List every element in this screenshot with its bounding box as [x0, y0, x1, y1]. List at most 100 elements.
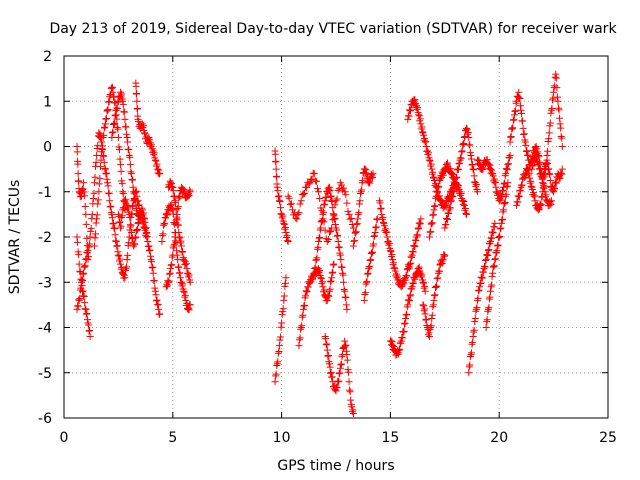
data-point — [297, 325, 305, 333]
data-point — [124, 138, 132, 146]
data-point — [123, 263, 131, 271]
data-point — [469, 338, 477, 346]
data-point — [333, 226, 341, 234]
data-point — [458, 148, 466, 156]
data-point — [471, 314, 479, 322]
data-point — [326, 363, 334, 371]
data-point — [98, 148, 106, 156]
data-point — [544, 138, 552, 146]
data-point — [166, 270, 174, 278]
data-point — [119, 190, 127, 198]
data-point — [314, 243, 322, 251]
data-point — [127, 168, 135, 176]
data-point — [468, 340, 476, 348]
data-point — [367, 170, 375, 178]
data-point — [178, 278, 186, 286]
data-point — [126, 153, 134, 161]
data-point — [121, 266, 129, 274]
data-point — [403, 272, 411, 280]
data-point — [334, 378, 342, 386]
data-point — [527, 177, 535, 185]
data-point — [444, 159, 452, 167]
data-point — [372, 224, 380, 232]
data-point — [411, 243, 419, 251]
data-point — [186, 186, 194, 194]
data-point — [387, 247, 395, 255]
x-tick-label: 25 — [599, 430, 617, 446]
data-point — [125, 152, 133, 160]
data-point — [500, 180, 508, 188]
data-point — [328, 373, 336, 381]
data-point — [442, 202, 450, 210]
data-point — [510, 111, 518, 119]
data-point — [485, 246, 493, 254]
data-point — [124, 251, 132, 259]
data-point — [131, 234, 139, 242]
data-point — [123, 256, 131, 264]
data-point — [430, 296, 438, 304]
data-point — [546, 170, 554, 178]
data-point — [488, 166, 496, 174]
data-point — [172, 206, 180, 214]
data-point — [428, 219, 436, 227]
data-point — [272, 158, 280, 166]
data-point — [450, 188, 458, 196]
data-point — [428, 314, 436, 322]
data-point — [519, 117, 527, 125]
data-point — [508, 125, 516, 133]
data-point — [473, 188, 481, 196]
data-point — [284, 238, 292, 246]
data-point — [86, 326, 94, 334]
data-point — [272, 370, 280, 378]
data-point — [123, 133, 131, 141]
data-point — [467, 155, 475, 163]
data-point — [104, 182, 112, 190]
data-point — [311, 264, 319, 272]
data-point — [466, 361, 474, 369]
data-point — [108, 133, 116, 141]
data-point — [404, 301, 412, 309]
data-point — [342, 191, 350, 199]
data-point — [353, 220, 361, 228]
data-point — [175, 263, 183, 271]
data-point — [389, 256, 397, 264]
data-point — [441, 251, 449, 259]
data-point — [156, 310, 164, 318]
data-point — [109, 88, 117, 96]
data-point — [550, 188, 558, 196]
data-point — [303, 288, 311, 296]
data-point — [169, 183, 177, 191]
data-point — [490, 262, 498, 270]
data-point — [354, 210, 362, 218]
data-point — [522, 141, 530, 149]
data-point — [494, 241, 502, 249]
data-point — [558, 143, 566, 150]
data-point — [324, 235, 332, 243]
data-point — [131, 240, 139, 248]
data-point — [347, 214, 355, 222]
data-point — [174, 221, 182, 229]
data-point — [518, 181, 526, 189]
data-point — [283, 232, 291, 240]
data-point — [154, 300, 162, 308]
data-point — [298, 313, 306, 321]
data-point — [85, 243, 93, 251]
data-point — [441, 200, 449, 208]
data-point — [536, 200, 544, 208]
data-point — [553, 84, 561, 92]
data-point — [388, 338, 396, 346]
data-point — [367, 256, 375, 264]
data-point — [466, 352, 474, 360]
data-point — [464, 128, 472, 136]
data-point — [391, 267, 399, 275]
data-point — [113, 242, 121, 250]
data-points — [73, 70, 566, 417]
data-point — [281, 282, 289, 290]
data-point — [538, 193, 546, 201]
data-point — [389, 261, 397, 269]
data-point — [275, 347, 283, 355]
data-point — [429, 211, 437, 219]
data-point — [109, 220, 117, 228]
data-point — [93, 152, 101, 160]
